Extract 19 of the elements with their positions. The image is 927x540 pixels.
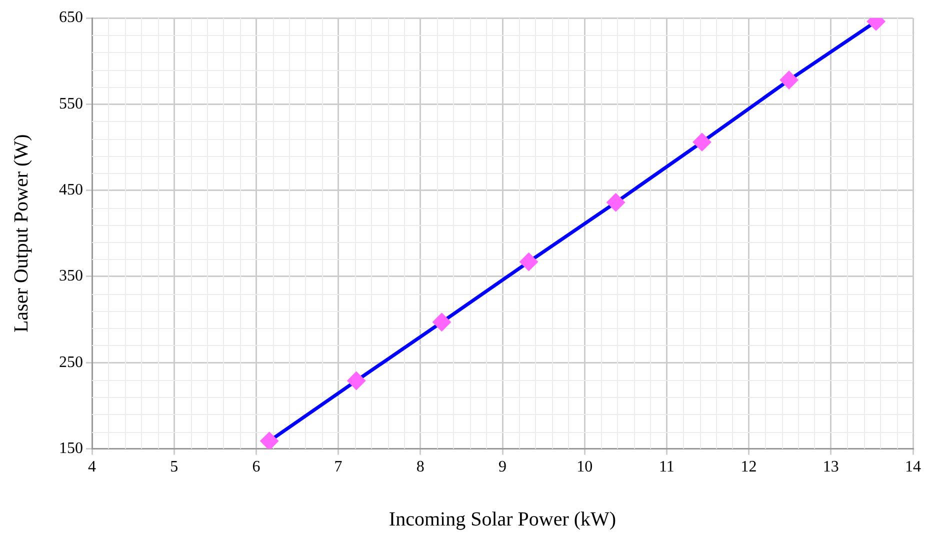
x-axis-title: Incoming Solar Power (kW) [388, 508, 616, 530]
x-tick-label: 12 [740, 458, 757, 476]
y-tick-label: 550 [59, 95, 83, 112]
y-tick-label: 450 [59, 182, 83, 199]
y-tick-label: 350 [59, 268, 83, 285]
y-tick-label: 250 [59, 354, 83, 371]
x-tick-label: 11 [658, 458, 674, 476]
x-tick-label: 13 [822, 458, 839, 476]
y-axis-title: Laser Output Power (W) [10, 134, 32, 333]
y-tick-label: 150 [59, 440, 83, 458]
x-tick-label: 4 [88, 458, 96, 476]
x-tick-label: 9 [498, 458, 506, 476]
x-tick-label: 6 [252, 458, 260, 476]
y-tick-label: 650 [59, 9, 83, 26]
x-tick-label: 8 [416, 458, 424, 476]
x-tick-label: 10 [576, 458, 593, 476]
x-tick-label: 5 [170, 458, 178, 476]
x-tick-label: 14 [905, 458, 921, 476]
x-tick-label: 7 [334, 458, 342, 476]
